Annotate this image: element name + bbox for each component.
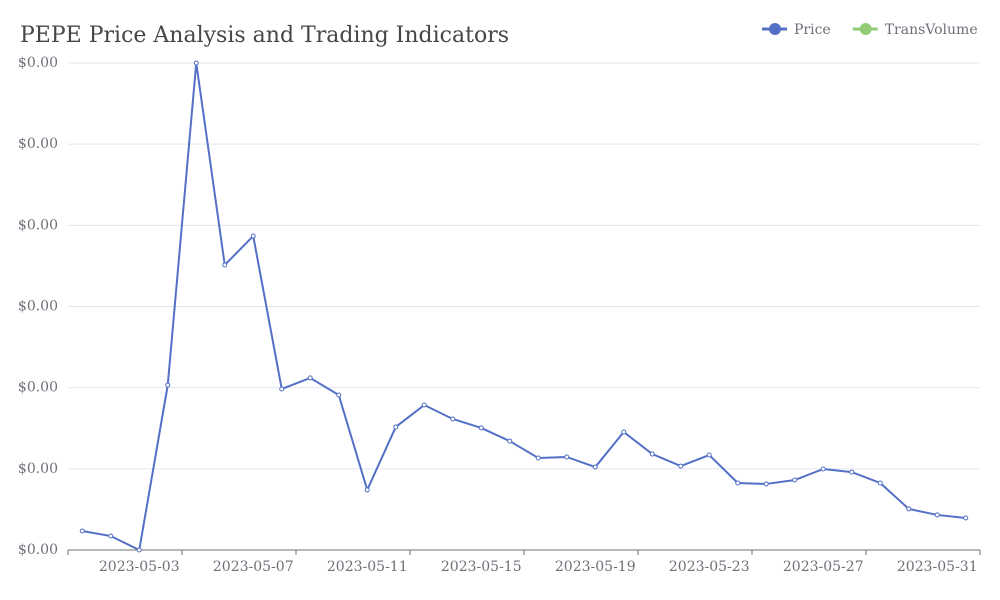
- point: [735, 480, 741, 486]
- y-tick-label: $0.00: [18, 299, 58, 315]
- point: [222, 262, 228, 268]
- y-tick-label: $0.00: [18, 55, 58, 71]
- y-tick-label: $0.00: [18, 542, 58, 558]
- point: [193, 60, 199, 66]
- point: [450, 416, 456, 422]
- point: [307, 375, 313, 381]
- point: [79, 528, 85, 534]
- point: [763, 481, 769, 487]
- point: [250, 233, 256, 239]
- point: [621, 429, 627, 435]
- point: [792, 477, 798, 483]
- x-tick-label: 2023-05-19: [555, 559, 636, 575]
- point: [906, 506, 912, 512]
- chart-title: PEPE Price Analysis and Trading Indicato…: [20, 23, 509, 48]
- price-line: [82, 62, 966, 552]
- legend-swatch: [769, 23, 781, 35]
- legend-swatch: [859, 23, 872, 35]
- point: [877, 480, 883, 486]
- point: [820, 466, 826, 472]
- y-tick-label: $0.00: [18, 380, 58, 396]
- point: [364, 487, 370, 493]
- x-tick-label: 2023-05-07: [213, 559, 294, 575]
- y-tick-label: $0.00: [18, 217, 58, 233]
- legend-label: TransVolume: [885, 22, 978, 38]
- point: [393, 424, 399, 430]
- point: [535, 455, 541, 461]
- point: [678, 463, 684, 469]
- point: [507, 438, 513, 444]
- y-tick-label: $0.00: [18, 136, 58, 152]
- point: [934, 512, 940, 518]
- point: [706, 452, 712, 458]
- point: [165, 382, 171, 388]
- point: [478, 425, 484, 431]
- point: [649, 451, 655, 457]
- point: [279, 386, 285, 392]
- y-tick-label: $0.00: [18, 461, 58, 477]
- point: [963, 515, 969, 521]
- x-tick-label: 2023-05-03: [99, 559, 180, 575]
- point: [564, 454, 570, 460]
- point: [136, 547, 142, 553]
- point: [421, 402, 427, 408]
- x-tick-label: 2023-05-27: [783, 559, 864, 575]
- point: [108, 533, 114, 539]
- point: [592, 464, 598, 470]
- x-tick-label: 2023-05-15: [441, 559, 522, 575]
- x-tick-label: 2023-05-23: [669, 559, 750, 575]
- point: [849, 469, 855, 475]
- legend-label: Price: [794, 22, 831, 38]
- point: [336, 392, 342, 398]
- x-tick-label: 2023-05-11: [327, 559, 408, 575]
- x-tick-label: 2023-05-31: [897, 559, 978, 575]
